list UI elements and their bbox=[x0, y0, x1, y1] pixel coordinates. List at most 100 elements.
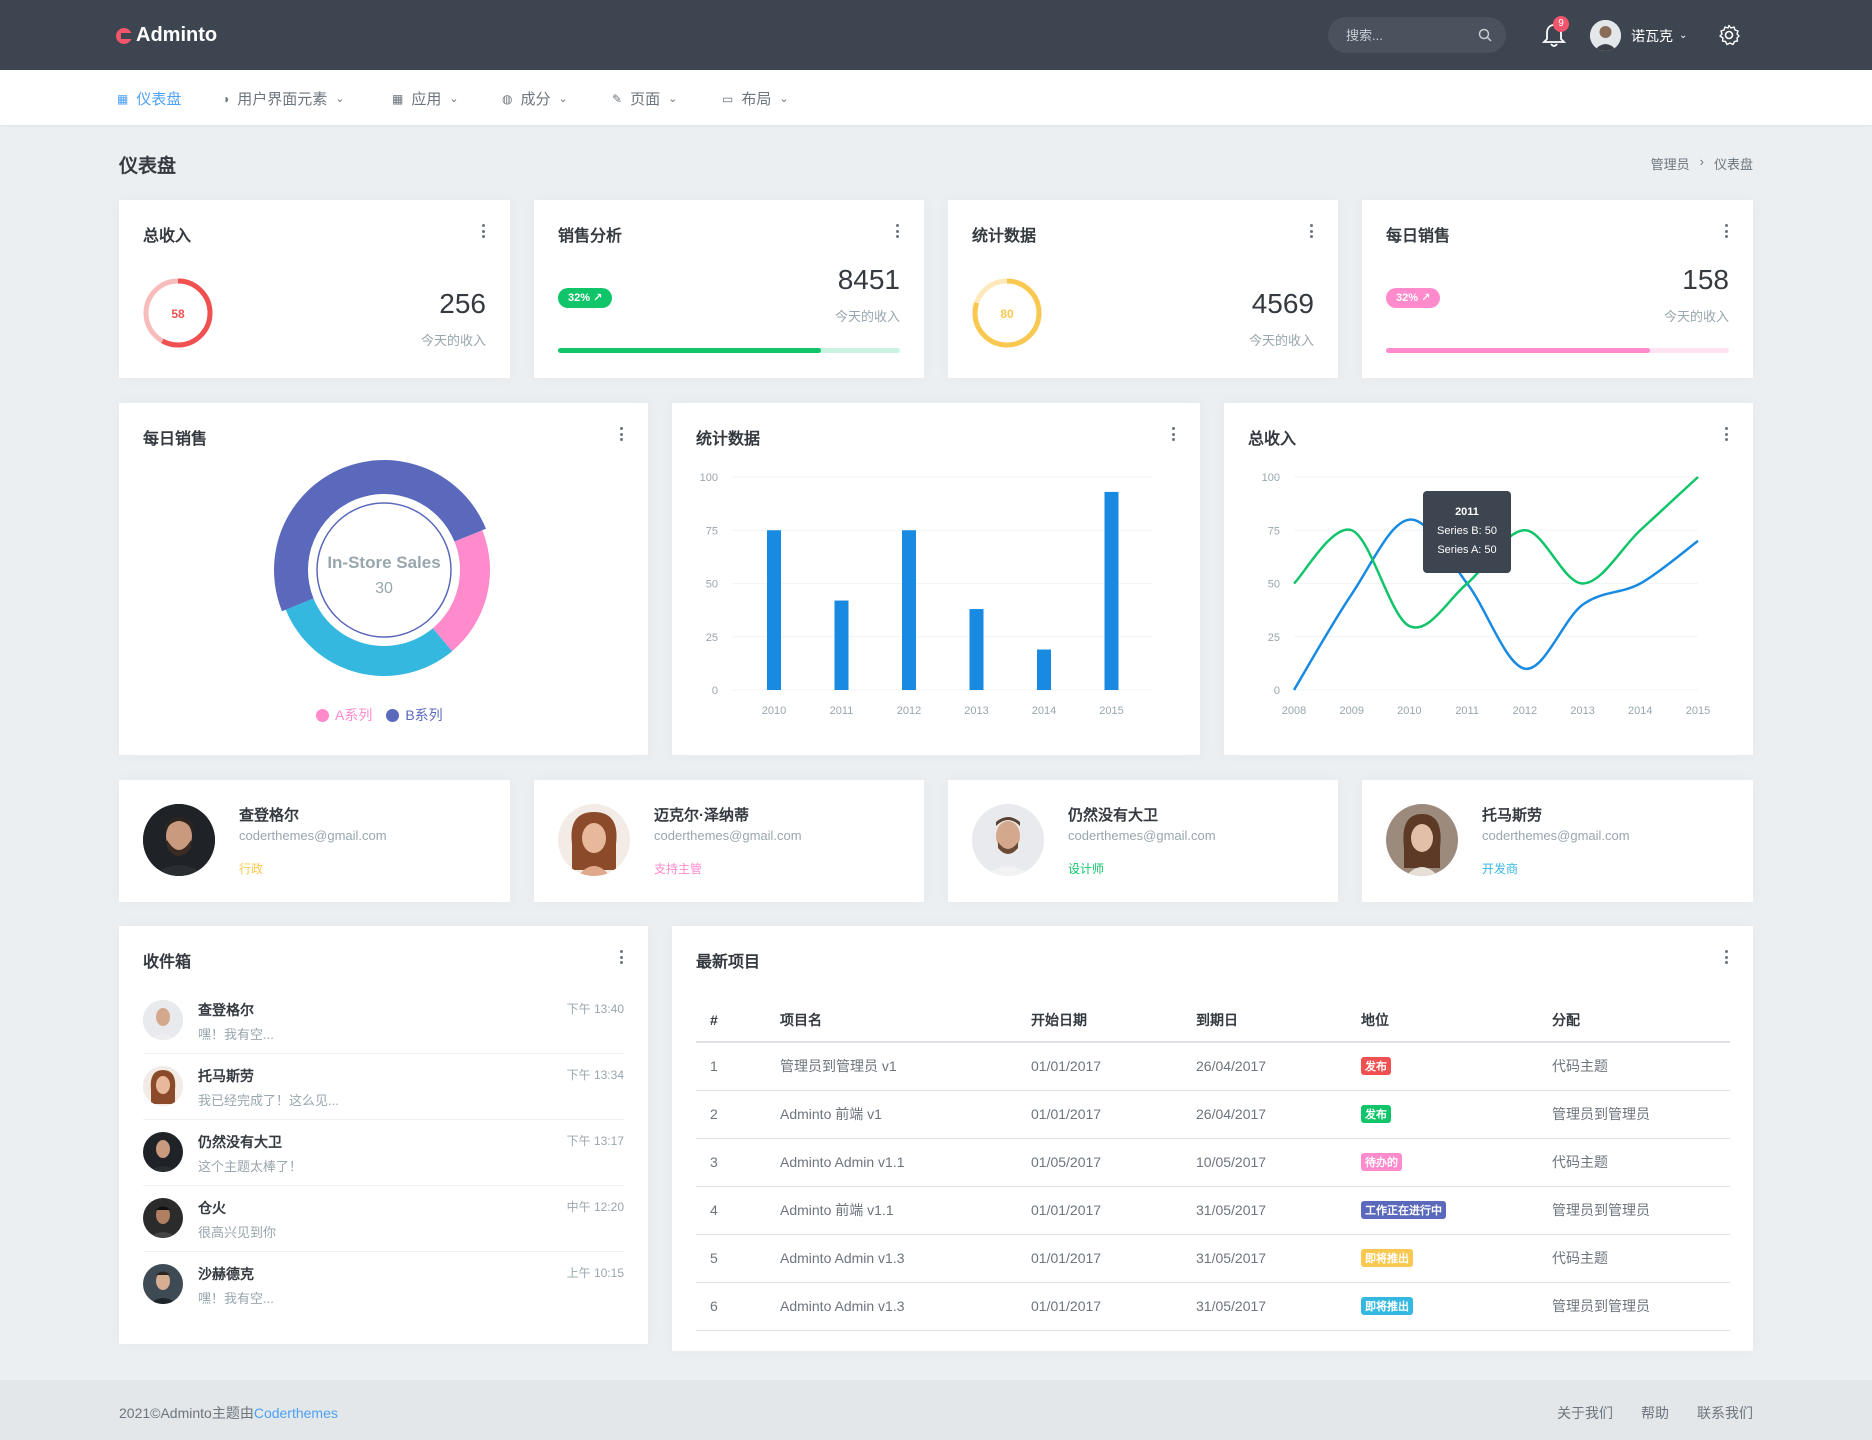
search-input[interactable] bbox=[1346, 27, 1466, 43]
y-tick-label: 50 bbox=[1268, 579, 1280, 591]
status-badge: 发布 bbox=[1361, 1057, 1391, 1076]
breadcrumb-item[interactable]: 管理员 bbox=[1650, 157, 1690, 172]
list-item[interactable]: 仓火 很高兴见到你 中午 12:20 bbox=[143, 1186, 624, 1252]
contact-email[interactable]: coderthemes@gmail.com bbox=[239, 828, 387, 843]
y-tick-label: 100 bbox=[700, 472, 718, 484]
series-line[interactable] bbox=[1292, 518, 1699, 691]
donut-slice[interactable] bbox=[432, 530, 490, 652]
message-time: 下午 13:17 bbox=[566, 1134, 624, 1148]
donut-slice[interactable] bbox=[274, 460, 486, 612]
cell-assign: 代码主题 bbox=[1538, 1138, 1730, 1187]
table-row[interactable]: 4 Adminto 前端 v1.1 01/01/2017 31/05/2017 工作正在… bbox=[696, 1186, 1730, 1235]
x-tick-label: 2015 bbox=[1099, 705, 1123, 717]
nav-item-components[interactable]: ◍ 成分 ⌄ bbox=[502, 88, 568, 109]
contact-card[interactable]: 仍然没有大卫 coderthemes@gmail.com 设计师 bbox=[948, 780, 1338, 902]
bar[interactable] bbox=[902, 530, 916, 690]
x-tick-label: 2010 bbox=[1397, 705, 1421, 717]
donut-slice[interactable] bbox=[285, 598, 453, 676]
more-icon[interactable] bbox=[1172, 427, 1176, 441]
footer-link-help[interactable]: 帮助 bbox=[1641, 1405, 1669, 1421]
footer-link-about[interactable]: 关于我们 bbox=[1557, 1405, 1613, 1421]
nav-item-dashboard[interactable]: ▦ 仪表盘 bbox=[117, 88, 181, 109]
nav-item-ui-elements[interactable]: ◑ 用户界面元素 ⌄ bbox=[222, 88, 344, 109]
footer-link-contact[interactable]: 联系我们 bbox=[1697, 1405, 1753, 1421]
y-tick-label: 25 bbox=[706, 632, 718, 644]
trend-badge: 32% ↗ bbox=[558, 288, 613, 308]
nav-item-apps[interactable]: ▦ 应用 ⌄ bbox=[392, 88, 459, 109]
more-icon[interactable] bbox=[896, 224, 900, 238]
cell-status: 即将推出 bbox=[1347, 1234, 1538, 1283]
user-menu[interactable]: 诺瓦克 ⌄ bbox=[1590, 20, 1687, 51]
tooltip-title: 2011 bbox=[1455, 506, 1479, 518]
contact-card[interactable]: 迈克尔·泽纳蒂 coderthemes@gmail.com 支持主管 bbox=[534, 780, 924, 902]
table-row[interactable]: 2 Adminto 前端 v1 01/01/2017 26/04/2017 发布 管理员到… bbox=[696, 1090, 1730, 1139]
table-row[interactable]: 6 Adminto Admin v1.3 01/01/2017 31/05/2017 即… bbox=[696, 1282, 1730, 1331]
cell-num: 5 bbox=[696, 1234, 766, 1283]
progress-bar bbox=[558, 348, 900, 353]
stat-value: 4569 bbox=[1251, 288, 1314, 319]
cell-status: 即将推出 bbox=[1347, 1282, 1538, 1331]
contact-email[interactable]: coderthemes@gmail.com bbox=[1068, 828, 1216, 843]
bar[interactable] bbox=[834, 600, 849, 690]
more-icon[interactable] bbox=[482, 224, 486, 238]
stat-value: 8451 bbox=[837, 264, 900, 295]
dashboard-icon: ▦ bbox=[117, 91, 129, 106]
stat-card-revenue: 总收入 58 256 今天的收入 bbox=[119, 200, 510, 378]
bar[interactable] bbox=[969, 609, 984, 690]
list-item[interactable]: 查登格尔 嘿！我有空... 下午 13:40 bbox=[143, 988, 624, 1054]
legend-label: A系列 bbox=[335, 707, 373, 723]
contact-email[interactable]: coderthemes@gmail.com bbox=[1482, 828, 1630, 843]
more-icon[interactable] bbox=[1725, 950, 1729, 964]
nav-label: 成分 bbox=[520, 91, 551, 108]
gear-icon[interactable] bbox=[1718, 24, 1740, 46]
contact-card[interactable]: 查登格尔 coderthemes@gmail.com 行政 bbox=[119, 780, 510, 902]
contact-card[interactable]: 托马斯劳 coderthemes@gmail.com 开发商 bbox=[1362, 780, 1753, 902]
cell-num: 1 bbox=[696, 1042, 766, 1091]
footer-brand-link[interactable]: Coderthemes bbox=[253, 1405, 338, 1421]
cell-name: Adminto 前端 v1 bbox=[766, 1090, 1017, 1139]
status-badge: 发布 bbox=[1361, 1105, 1391, 1123]
table-row[interactable]: 3 Adminto Admin v1.1 01/05/2017 10/05/2017 待… bbox=[696, 1138, 1730, 1187]
hover-ring bbox=[316, 502, 452, 638]
projects-table: # 项目名 开始日期 到期日 地位 分配 1 管理员到管理员 v1 01/01/20… bbox=[696, 998, 1730, 1331]
cell-num: 4 bbox=[696, 1186, 766, 1235]
progress-fill bbox=[1386, 348, 1651, 353]
bar-chart: 0 25 50 75 100 2010 2011 2012 2013 2014 2015 bbox=[700, 472, 1152, 717]
bar[interactable] bbox=[1104, 491, 1119, 690]
more-icon[interactable] bbox=[1725, 427, 1729, 441]
list-item[interactable]: 托马斯劳 我已经完成了！这么见... 下午 13:34 bbox=[143, 1054, 624, 1120]
search-icon[interactable] bbox=[1478, 28, 1492, 42]
column-header: 到期日 bbox=[1182, 998, 1347, 1043]
nav-item-pages[interactable]: ✎ 页面 ⌄ bbox=[612, 88, 677, 109]
column-header: # bbox=[696, 998, 766, 1043]
table-row[interactable]: 1 管理员到管理员 v1 01/01/2017 26/04/2017 发布 代码主题 bbox=[696, 1042, 1730, 1091]
more-icon[interactable] bbox=[1725, 224, 1729, 238]
y-tick-label: 75 bbox=[1268, 525, 1280, 537]
logo[interactable]: Adminto bbox=[116, 24, 217, 47]
status-badge: 即将推出 bbox=[1361, 1297, 1413, 1315]
cell-due: 26/04/2017 bbox=[1182, 1042, 1347, 1091]
contact-email[interactable]: coderthemes@gmail.com bbox=[654, 828, 802, 843]
copyright-text: 2021©Adminto主题由 bbox=[119, 1405, 254, 1421]
table-row[interactable]: 5 Adminto Admin v1.3 01/01/2017 31/05/2017 即… bbox=[696, 1234, 1730, 1283]
list-item[interactable]: 仍然没有大卫 这个主题太棒了！ 下午 13:17 bbox=[143, 1120, 624, 1186]
more-icon[interactable] bbox=[620, 427, 624, 441]
cell-num: 3 bbox=[696, 1138, 766, 1187]
stat-value: 158 bbox=[1682, 264, 1729, 295]
x-tick-label: 2013 bbox=[964, 705, 988, 717]
stat-card-daily: 每日销售 32% ↗ 158 今天的收入 bbox=[1362, 200, 1753, 378]
y-tick-label: 75 bbox=[706, 525, 718, 537]
list-item[interactable]: 沙赫德克 嘿！我有空... 上午 10:15 bbox=[143, 1252, 624, 1318]
bar[interactable] bbox=[1037, 649, 1051, 690]
card-title: 每日销售 bbox=[1386, 228, 1451, 245]
cell-assign: 管理员到管理员 bbox=[1538, 1090, 1730, 1139]
x-tick-label: 2014 bbox=[1628, 705, 1652, 717]
cell-status: 发布 bbox=[1347, 1090, 1538, 1139]
bar[interactable] bbox=[767, 530, 781, 690]
more-icon[interactable] bbox=[1310, 224, 1314, 238]
card-title: 每日销售 bbox=[143, 431, 208, 448]
x-tick-label: 2015 bbox=[1686, 705, 1710, 717]
nav-item-layouts[interactable]: ▭ 布局 ⌄ bbox=[722, 88, 789, 109]
more-icon[interactable] bbox=[620, 950, 624, 964]
cell-start: 01/01/2017 bbox=[1017, 1282, 1182, 1331]
